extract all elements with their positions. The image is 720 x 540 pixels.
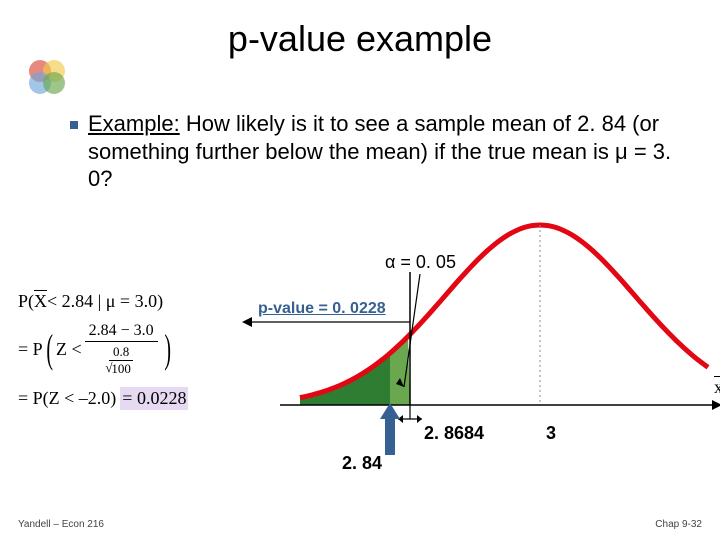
math-den-den: 100 (109, 360, 133, 376)
math-numerator: 2.84 − 3.0 (85, 321, 158, 342)
lparen-icon: ( (46, 331, 53, 367)
slide-title: p-value example (0, 0, 720, 60)
observed-arrow-stem (385, 417, 395, 455)
math-p-open: P( (18, 290, 34, 313)
alpha-label: α = 0. 05 (385, 252, 456, 273)
math-cond: < 2.84 | μ = 3.0) (47, 290, 163, 313)
observed-value-label: 2. 84 (342, 453, 382, 474)
pvalue-arrow-head-icon (242, 317, 252, 327)
alpha-pointer-line (404, 274, 420, 387)
chart-svg (220, 210, 720, 490)
x-axis-arrow-icon (712, 400, 720, 410)
math-eqp: = P (18, 338, 43, 361)
math-den-num: 0.8 (111, 344, 131, 361)
math-derivation: P(X < 2.84 | μ = 3.0) = P ( Z < 2.84 − 3… (18, 290, 188, 416)
critical-hmark-right-arrow (417, 415, 422, 423)
math-den-sqrt: 100 (107, 361, 135, 377)
footer-right: Chap 9-32 (655, 519, 702, 530)
math-result-highlight: = 0.0228 (120, 387, 188, 410)
example-prefix: Example: (88, 111, 180, 136)
math-xbar: X (34, 290, 47, 313)
bullet-square-icon (70, 121, 78, 129)
math-line-2: = P ( Z < 2.84 − 3.0 0.8 100 ) (18, 321, 188, 378)
math-line-1: P(X < 2.84 | μ = 3.0) (18, 290, 188, 313)
math-main-fraction: 2.84 − 3.0 0.8 100 (85, 321, 158, 378)
critical-tick-label: 2. 8684 (424, 423, 484, 444)
math-denominator: 0.8 100 (103, 342, 139, 378)
footer-left: Yandell – Econ 216 (18, 519, 104, 530)
mean-tick-label: 3 (546, 423, 556, 444)
pvalue-label: p-value = 0. 0228 (258, 300, 386, 318)
venn-logo-icon (22, 56, 76, 98)
x-axis-label: x (714, 377, 720, 398)
math-z: Z < (56, 338, 82, 361)
example-text: Example: How likely is it to see a sampl… (88, 110, 678, 193)
normal-curve-chart: α = 0. 05 p-value = 0. 0228 x 2. 8684 3 … (220, 210, 720, 490)
example-text-block: Example: How likely is it to see a sampl… (88, 110, 678, 193)
math-line-3: = P(Z < –2.0) = 0.0228 (18, 387, 188, 410)
math-pz: = P(Z < –2.0) (18, 387, 116, 410)
rparen-icon: ) (164, 331, 171, 367)
